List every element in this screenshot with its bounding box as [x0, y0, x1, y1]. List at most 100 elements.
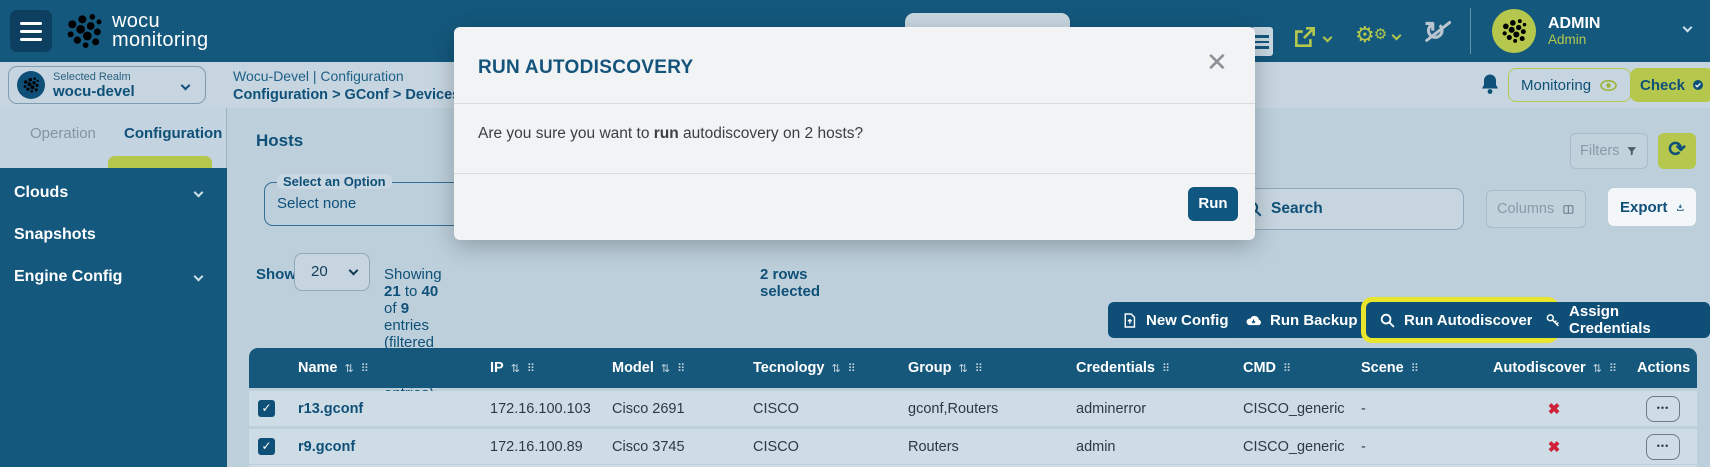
- select-value: Select none: [277, 195, 357, 212]
- active-tab-indicator: [108, 156, 212, 168]
- rows-selected-text: 2 rows selected: [760, 266, 821, 300]
- row-actions-button[interactable]: •••: [1646, 434, 1680, 460]
- cell-cmd: CISCO_generic: [1243, 400, 1345, 417]
- columns-icon: [1562, 201, 1575, 218]
- run-autodiscovery-button[interactable]: Run Autodiscovery: [1366, 302, 1554, 338]
- external-link-dropdown[interactable]: [1292, 24, 1333, 50]
- modal-divider: [454, 103, 1255, 104]
- realm-selector[interactable]: Selected Realm wocu-devel: [8, 66, 206, 104]
- eye-icon: [1599, 76, 1618, 95]
- cell-name[interactable]: r13.gconf: [298, 400, 364, 417]
- export-button[interactable]: Export: [1608, 188, 1696, 226]
- chevron-down-icon: [193, 187, 204, 198]
- tab-operation[interactable]: Operation: [30, 125, 96, 142]
- sidebar-item-clouds[interactable]: Clouds: [14, 184, 214, 202]
- sort-icon[interactable]: ⇅: [831, 362, 841, 375]
- avatar: [1492, 9, 1536, 53]
- page-size-select[interactable]: 20: [294, 253, 370, 291]
- run-backup-button[interactable]: Run Backup: [1232, 302, 1371, 338]
- cell-ip: 172.16.100.89: [490, 438, 583, 455]
- monitoring-toggle-button[interactable]: Monitoring: [1508, 68, 1632, 102]
- column-header-tecnology[interactable]: Tecnology ⇅ ⠿: [753, 360, 856, 376]
- monitoring-label: Monitoring: [1521, 76, 1592, 94]
- run-autodiscovery-modal: RUN AUTODISCOVERY ✕ Are you sure you wan…: [454, 27, 1255, 240]
- column-header-credentials: Credentials ⠿: [1076, 360, 1171, 376]
- filters-button[interactable]: Filters: [1570, 133, 1648, 169]
- drag-handle-icon[interactable]: ⠿: [974, 362, 983, 375]
- row-checkbox[interactable]: ✓: [258, 438, 275, 455]
- ellipsis-icon: •••: [1656, 403, 1670, 413]
- ellipsis-icon: •••: [1656, 441, 1670, 451]
- search-placeholder: Search: [1271, 200, 1323, 217]
- sidebar-item-engine-config[interactable]: Engine Config: [14, 268, 214, 286]
- row-checkbox[interactable]: ✓: [258, 400, 275, 417]
- sort-icon[interactable]: ⇅: [660, 362, 671, 375]
- table-row-partial: [249, 465, 1697, 467]
- settings-dropdown[interactable]: ⚙ ⚙: [1355, 24, 1402, 46]
- list-icon[interactable]: [1251, 27, 1273, 56]
- realm-label: Selected Realm: [53, 70, 131, 83]
- assign-credentials-button[interactable]: Assign Credentials: [1532, 302, 1710, 338]
- cell-model: Cisco 3745: [612, 438, 685, 455]
- table-row: ✓ r9.gconf 172.16.100.89 Cisco 3745 CISC…: [249, 429, 1697, 464]
- columns-button[interactable]: Columns: [1486, 190, 1586, 228]
- chevron-down-icon: [1322, 32, 1333, 42]
- sidebar-tabs: Operation Configuration: [0, 108, 227, 168]
- header-divider: [1470, 8, 1471, 54]
- drag-handle-icon[interactable]: ⠿: [677, 362, 686, 375]
- check-label: Check: [1640, 76, 1686, 94]
- user-role: Admin: [1548, 32, 1587, 47]
- sort-icon[interactable]: ⇅: [958, 362, 968, 375]
- cell-credentials: admin: [1076, 438, 1116, 455]
- sort-icon[interactable]: ⇅: [510, 362, 520, 375]
- drag-handle-icon[interactable]: ⠿: [1283, 362, 1292, 375]
- sort-icon[interactable]: ⇅: [1592, 362, 1602, 375]
- column-header-ip[interactable]: IP ⇅ ⠿: [490, 360, 535, 376]
- modal-message: Are you sure you want to run autodiscove…: [478, 125, 864, 142]
- tab-configuration[interactable]: Configuration: [124, 125, 223, 142]
- realm-value: wocu-devel: [53, 82, 135, 100]
- sort-icon[interactable]: ⇅: [344, 362, 354, 375]
- cloud-download-icon: [1245, 312, 1262, 329]
- run-button[interactable]: Run: [1188, 187, 1238, 221]
- wocu-logo: wocu monitoring: [64, 11, 208, 51]
- cell-tecnology: CISCO: [753, 438, 799, 455]
- realm-icon: [17, 71, 45, 99]
- external-link-icon: [1292, 24, 1318, 50]
- drag-handle-icon[interactable]: ⠿: [526, 362, 535, 375]
- drag-handle-icon[interactable]: ⠿: [1410, 362, 1419, 375]
- drag-handle-icon[interactable]: ⠿: [847, 362, 856, 375]
- hamburger-menu-button[interactable]: [10, 10, 52, 52]
- column-header-model[interactable]: Model ⇅ ⠿: [612, 360, 686, 376]
- select-legend: Select an Option: [277, 174, 392, 189]
- cell-model: Cisco 2691: [612, 400, 685, 417]
- gear-icon-small: ⚙: [1373, 26, 1388, 43]
- wocu-dots-icon: [1500, 17, 1528, 45]
- column-header-name[interactable]: Name ⇅ ⠿: [298, 360, 369, 376]
- cell-name[interactable]: r9.gconf: [298, 438, 356, 455]
- drag-handle-icon[interactable]: ⠿: [1161, 362, 1171, 375]
- download-icon: [1676, 199, 1684, 216]
- drag-handle-icon[interactable]: ⠿: [360, 362, 369, 375]
- wocu-dots-icon: [64, 11, 104, 51]
- close-icon[interactable]: ✕: [1206, 47, 1228, 77]
- funnel-icon: [1626, 143, 1638, 159]
- drag-handle-icon[interactable]: ⠿: [1608, 362, 1617, 375]
- check-icon: ✓: [261, 401, 272, 415]
- column-header-cmd: CMD ⠿: [1243, 360, 1292, 376]
- breadcrumb-line1[interactable]: Wocu-Devel | Configuration: [233, 68, 404, 84]
- sidebar-item-snapshots[interactable]: Snapshots: [14, 226, 96, 243]
- new-config-button[interactable]: New Config: [1108, 302, 1242, 338]
- check-circle-icon: [1692, 75, 1704, 95]
- search-icon: [1379, 312, 1396, 329]
- notifications-bell-icon[interactable]: [1478, 72, 1502, 96]
- column-header-autodiscover[interactable]: Autodiscover ⇅ ⠿: [1493, 360, 1617, 376]
- column-header-group[interactable]: Group ⇅ ⠿: [908, 360, 983, 376]
- check-toggle-button[interactable]: Check: [1630, 68, 1710, 102]
- modal-divider: [454, 173, 1255, 174]
- refresh-button[interactable]: ⟳: [1658, 133, 1696, 169]
- user-menu[interactable]: ADMIN Admin: [1492, 9, 1600, 53]
- row-actions-button[interactable]: •••: [1646, 396, 1680, 422]
- refresh-disabled-icon[interactable]: ↻: [1424, 18, 1710, 44]
